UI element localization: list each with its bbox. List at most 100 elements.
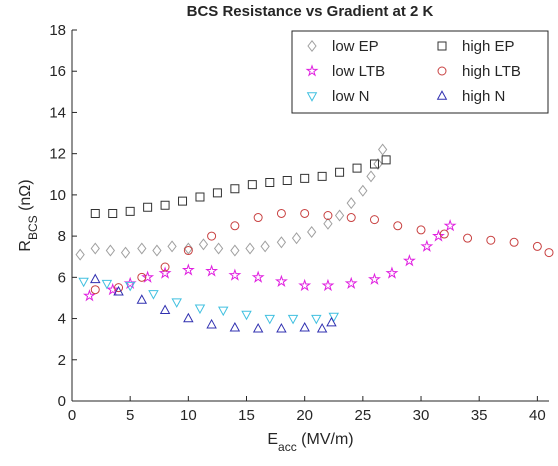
marker — [321, 278, 335, 292]
marker — [78, 277, 89, 288]
marker — [181, 263, 195, 276]
marker — [276, 323, 287, 333]
x-axis-label: Eacc (MV/m) — [267, 431, 353, 454]
marker — [158, 266, 172, 279]
y-tick-label: 12 — [49, 146, 66, 163]
marker — [106, 282, 120, 296]
legend-marker — [437, 41, 447, 51]
y-tick-label: 4 — [58, 311, 66, 328]
legend-marker — [306, 92, 318, 102]
marker — [344, 276, 358, 290]
chart-title: BCS Resistance vs Gradient at 2 K — [187, 3, 434, 20]
marker — [532, 241, 542, 251]
y-tick-label: 10 — [49, 187, 66, 204]
marker — [373, 157, 383, 170]
marker — [230, 184, 240, 194]
marker — [368, 272, 381, 285]
marker — [317, 171, 327, 181]
legend-label: low EP — [332, 38, 379, 55]
legend-label: low N — [332, 88, 370, 105]
marker — [265, 178, 275, 188]
y-axis-label: RBCS (nΩ) — [17, 179, 40, 251]
marker — [420, 239, 434, 252]
legend-label: high EP — [462, 38, 515, 55]
marker — [416, 225, 426, 235]
marker — [346, 197, 356, 210]
marker — [90, 273, 101, 284]
marker — [247, 180, 257, 190]
marker — [212, 188, 222, 198]
marker — [198, 238, 209, 251]
marker — [213, 242, 224, 255]
y-tick-label: 2 — [58, 352, 66, 369]
marker — [167, 240, 177, 253]
y-tick-label: 16 — [49, 63, 66, 80]
x-tick-label: 20 — [296, 407, 313, 424]
marker — [439, 229, 449, 239]
x-tick-label: 10 — [180, 407, 197, 424]
legend-marker — [305, 64, 319, 77]
marker — [152, 244, 162, 257]
marker — [120, 246, 131, 259]
marker — [143, 202, 153, 212]
marker — [463, 233, 473, 243]
marker — [195, 192, 205, 202]
y-axis-label-part: BCS — [26, 215, 40, 240]
marker — [300, 173, 310, 183]
marker — [217, 306, 229, 317]
marker — [274, 274, 288, 287]
marker — [378, 143, 388, 156]
marker — [287, 314, 299, 325]
marker — [160, 200, 170, 210]
marker — [183, 242, 193, 255]
legend-label: high N — [462, 88, 505, 105]
x-tick-label: 15 — [238, 407, 255, 424]
marker — [229, 321, 241, 332]
marker — [291, 232, 302, 245]
marker — [108, 208, 118, 218]
marker — [264, 314, 276, 325]
legend-marker — [307, 39, 317, 53]
marker — [381, 155, 391, 165]
y-tick-label: 6 — [58, 269, 66, 286]
marker — [346, 213, 356, 223]
marker — [230, 244, 240, 257]
legend-marker — [436, 90, 448, 100]
marker — [486, 235, 496, 245]
marker — [159, 304, 171, 315]
y-tick-label: 18 — [49, 22, 66, 39]
marker — [260, 240, 270, 253]
marker — [160, 262, 170, 272]
marker — [241, 310, 252, 321]
marker — [276, 208, 286, 218]
marker — [335, 167, 345, 177]
y-axis-label-part: R — [17, 240, 34, 252]
marker — [178, 196, 188, 206]
marker — [245, 242, 255, 255]
marker — [253, 213, 263, 223]
marker — [101, 279, 113, 290]
marker — [137, 242, 147, 255]
marker — [206, 318, 217, 329]
marker — [230, 221, 240, 231]
marker — [205, 264, 219, 277]
x-tick-label: 0 — [68, 407, 76, 424]
marker — [358, 184, 368, 197]
marker — [125, 206, 135, 216]
marker — [300, 208, 310, 218]
x-tick-label: 25 — [355, 407, 372, 424]
marker — [137, 272, 147, 282]
x-tick-label: 30 — [413, 407, 430, 424]
x-tick-label: 5 — [126, 407, 134, 424]
marker — [114, 283, 124, 293]
legend-box — [291, 30, 549, 114]
marker — [432, 229, 445, 242]
marker — [402, 254, 416, 267]
legend-label: low LTB — [332, 63, 385, 80]
marker — [393, 221, 403, 231]
marker — [123, 276, 137, 290]
y-tick-label: 8 — [58, 228, 66, 245]
marker — [171, 298, 182, 308]
marker — [282, 175, 292, 185]
